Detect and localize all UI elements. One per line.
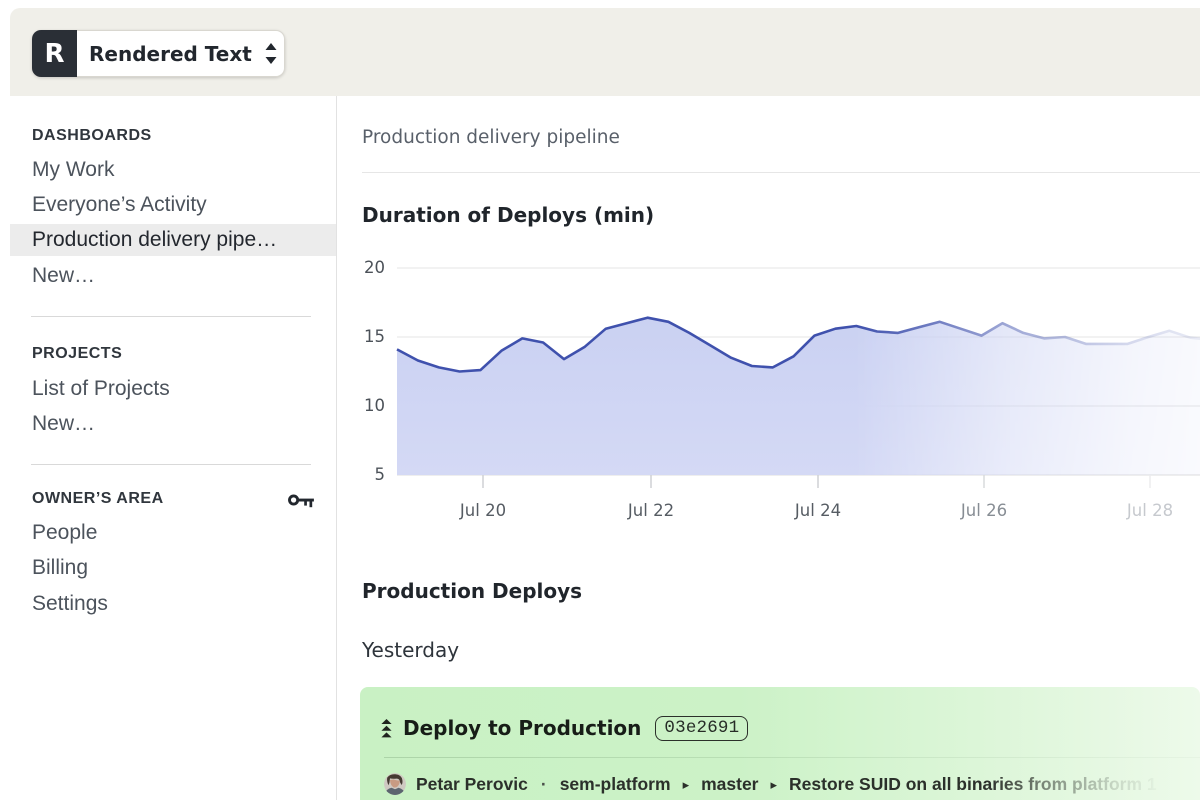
deploy-duration-chart: 20 15 10 5 Jul 20 Jul 22 Jul 24 Jul 26 J… <box>364 258 1200 520</box>
author-avatar <box>384 773 406 795</box>
logo-badge: R <box>32 30 77 77</box>
sidebar-item-production-delivery-pipeline[interactable]: Production delivery pipe… <box>10 224 336 256</box>
sidebar-header-owners-area: OWNER’S AREA <box>32 490 164 507</box>
dot-separator: · <box>540 773 547 794</box>
chart-heading: Duration of Deploys (min) <box>362 203 655 227</box>
sidebar-item-my-work[interactable]: My Work <box>32 158 115 181</box>
xtick-jul26: Jul 26 <box>960 501 1007 520</box>
title-rule <box>362 172 1200 173</box>
commit-project[interactable]: sem-platform <box>559 773 671 794</box>
page-title: Production delivery pipeline <box>362 127 620 148</box>
xtick-jul20: Jul 20 <box>459 501 506 520</box>
commit-message: Restore SUID on all binaries from platfo… <box>789 773 1157 794</box>
ytick-5: 5 <box>375 465 386 484</box>
xtick-jul24: Jul 24 <box>794 501 841 520</box>
sidebar-item-list-of-projects[interactable]: List of Projects <box>32 377 170 400</box>
commit-author[interactable]: Petar Perovic <box>416 773 528 794</box>
sidebar-item-new-project[interactable]: New… <box>32 412 96 435</box>
triple-chevron-up-icon <box>381 719 392 738</box>
deploys-heading: Production Deploys <box>362 579 583 603</box>
deploy-title: Deploy to Production <box>403 716 642 740</box>
ytick-15: 15 <box>364 327 385 346</box>
main-content: Production delivery pipeline Duration of… <box>337 96 1200 800</box>
sidebar-item-billing[interactable]: Billing <box>32 556 89 579</box>
deploy-group-label: Yesterday <box>362 638 460 662</box>
selector-label: Rendered Text <box>89 41 252 66</box>
chart-axis-labels: 20 15 10 5 Jul 20 Jul 22 Jul 24 Jul 26 J… <box>364 258 1173 520</box>
sidebar-item-people[interactable]: People <box>32 521 98 544</box>
commit-meta-row: Petar Perovic · sem-platform ▸ master ▸ … <box>384 772 1200 796</box>
crumb-arrow-icon: ▸ <box>770 776 778 792</box>
sidebar-header-projects: PROJECTS <box>32 345 123 362</box>
sidebar-header-dashboards: DASHBOARDS <box>32 127 152 144</box>
sidebar-divider <box>31 464 311 465</box>
xtick-jul22: Jul 22 <box>627 501 674 520</box>
chart-ticks <box>482 475 1151 488</box>
ytick-20: 20 <box>364 258 385 277</box>
crumb-arrow-icon: ▸ <box>682 776 690 792</box>
sidebar-item-new-dashboard[interactable]: New… <box>32 264 96 287</box>
sidebar-divider <box>31 316 311 317</box>
topbar: R Rendered Text <box>10 8 1200 96</box>
key-icon <box>288 494 314 508</box>
sidebar-item-everyones-activity[interactable]: Everyone’s Activity <box>32 193 207 216</box>
logo-letter: R <box>44 38 65 69</box>
commit-branch[interactable]: master <box>701 773 759 794</box>
sidebar-item-settings[interactable]: Settings <box>32 592 108 615</box>
up-down-chevrons-icon <box>265 42 277 64</box>
selector-box[interactable]: Rendered Text <box>77 30 285 77</box>
sidebar: DASHBOARDS My Work Everyone’s Activity P… <box>10 96 337 800</box>
dashboard-selector[interactable]: R Rendered Text <box>32 30 285 77</box>
deploy-card[interactable]: Deploy to Production 03e2691 Petar Perov… <box>360 687 1200 800</box>
chart-series <box>396 316 1200 475</box>
deploy-card-divider <box>384 757 1200 758</box>
deploy-card-title-row: Deploy to Production 03e2691 <box>381 713 749 743</box>
xtick-jul28: Jul 28 <box>1126 501 1173 520</box>
commit-hash-chip[interactable]: 03e2691 <box>655 715 749 741</box>
ytick-10: 10 <box>364 396 385 415</box>
